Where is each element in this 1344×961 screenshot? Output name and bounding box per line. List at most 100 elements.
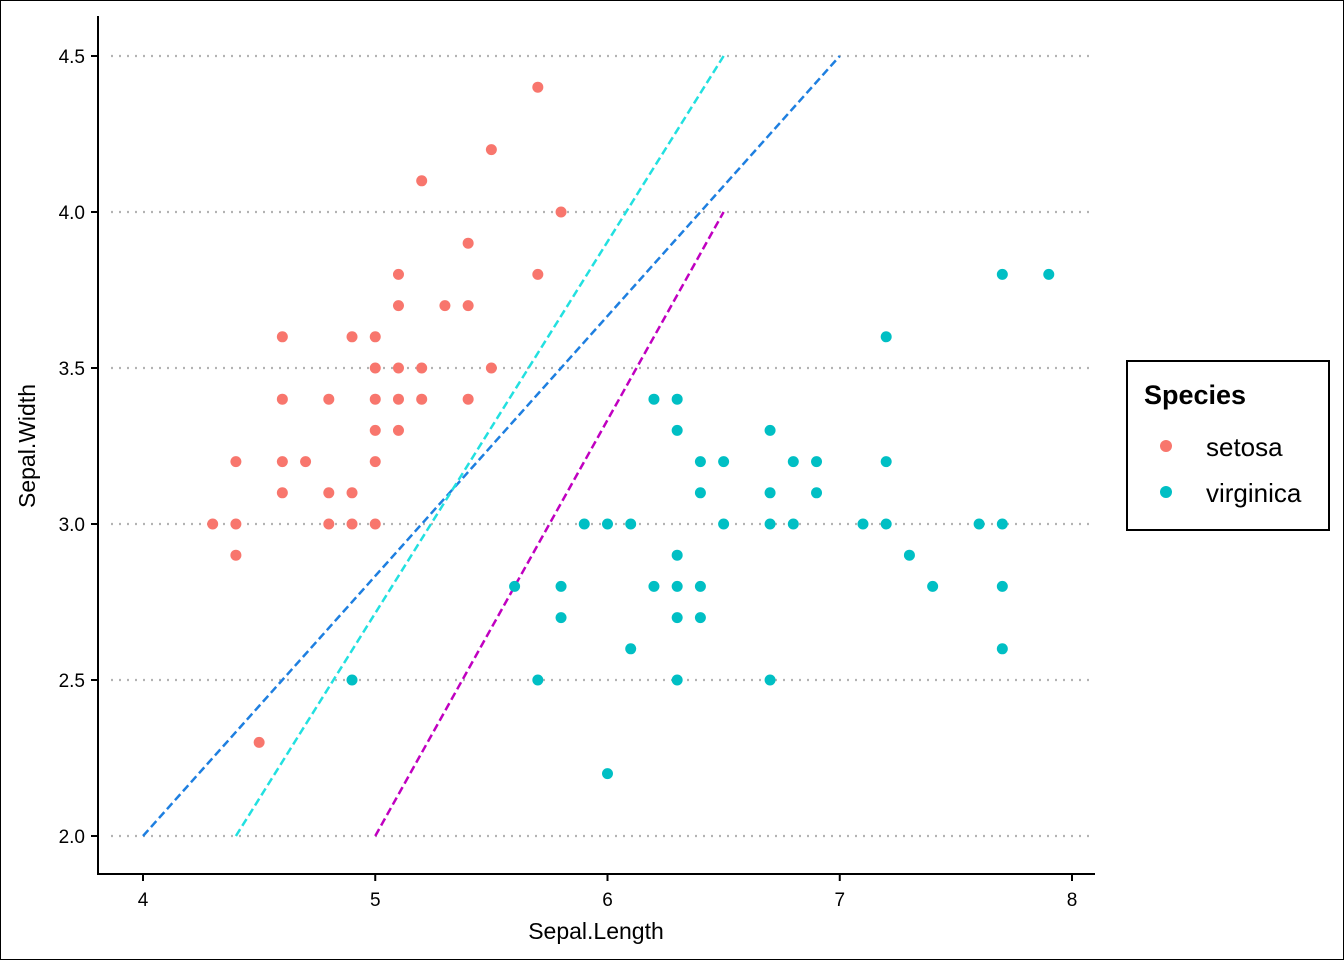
point-setosa: [485, 144, 497, 156]
point-virginica: [857, 518, 869, 530]
point-setosa: [346, 487, 358, 499]
x-axis-label: Sepal.Length: [528, 918, 664, 944]
point-virginica: [811, 456, 823, 468]
point-virginica: [671, 674, 683, 686]
point-setosa: [207, 518, 219, 530]
point-virginica: [996, 518, 1008, 530]
point-virginica: [671, 549, 683, 561]
point-setosa: [230, 549, 242, 561]
point-setosa: [230, 456, 242, 468]
x-tick-label: 6: [602, 890, 613, 911]
point-virginica: [927, 580, 939, 592]
point-setosa: [369, 393, 381, 405]
point-setosa: [392, 424, 404, 436]
point-virginica: [555, 612, 567, 624]
point-virginica: [880, 456, 892, 468]
point-setosa: [369, 456, 381, 468]
point-setosa: [416, 362, 428, 374]
blue-dashed-line: [142, 55, 841, 837]
point-virginica: [764, 424, 776, 436]
point-virginica: [648, 393, 660, 405]
y-axis-label: Sepal.Width: [14, 384, 40, 508]
point-setosa: [462, 300, 474, 312]
point-virginica: [764, 674, 776, 686]
point-virginica: [764, 487, 776, 499]
y-tick-label: 2.5: [59, 671, 85, 692]
legend-label-setosa: setosa: [1206, 432, 1283, 462]
point-virginica: [509, 580, 521, 592]
point-setosa: [462, 237, 474, 249]
point-setosa: [416, 175, 428, 187]
x-tick-label: 8: [1067, 890, 1078, 911]
point-setosa: [276, 331, 288, 343]
point-setosa: [439, 300, 451, 312]
point-virginica: [602, 768, 613, 780]
point-virginica: [718, 456, 730, 468]
point-virginica: [671, 424, 683, 436]
point-virginica: [578, 518, 590, 530]
point-virginica: [694, 580, 706, 592]
point-setosa: [369, 518, 381, 530]
x-tick-label: 7: [834, 890, 845, 911]
legend-key-virginica: [1160, 486, 1172, 498]
legend-label-virginica: virginica: [1206, 478, 1302, 508]
point-virginica: [648, 580, 660, 592]
magenta-dashed-line: [374, 211, 725, 837]
point-setosa: [392, 268, 404, 280]
point-virginica: [973, 518, 985, 530]
x-tick-label: 4: [138, 890, 149, 911]
legend: Species setosa virginica: [1126, 360, 1330, 531]
point-setosa: [346, 518, 358, 530]
point-setosa: [276, 487, 288, 499]
point-setosa: [369, 424, 381, 436]
point-virginica: [880, 518, 892, 530]
y-tick-label: 3.5: [59, 359, 85, 380]
point-virginica: [764, 518, 776, 530]
legend-title: Species: [1144, 380, 1246, 410]
point-virginica: [555, 580, 567, 592]
point-setosa: [323, 487, 335, 499]
point-setosa: [346, 331, 358, 343]
point-setosa: [276, 456, 288, 468]
point-virginica: [694, 456, 706, 468]
point-setosa: [532, 81, 544, 93]
y-tick-label: 4.0: [59, 203, 85, 224]
x-tick-label: 5: [370, 890, 381, 911]
cyan-dashed-line: [234, 55, 725, 837]
point-virginica: [1043, 268, 1055, 280]
point-setosa: [230, 518, 242, 530]
point-setosa: [323, 518, 335, 530]
point-setosa: [555, 206, 567, 218]
point-virginica: [787, 518, 799, 530]
point-virginica: [787, 456, 799, 468]
point-setosa: [276, 393, 288, 405]
point-setosa: [416, 393, 428, 405]
point-setosa: [392, 362, 404, 374]
legend-key-setosa: [1160, 440, 1172, 452]
point-virginica: [811, 487, 823, 499]
point-virginica: [996, 268, 1008, 280]
point-setosa: [300, 456, 312, 468]
point-setosa: [369, 362, 381, 374]
point-setosa: [485, 362, 497, 374]
point-virginica: [996, 643, 1008, 655]
point-virginica: [880, 331, 892, 343]
point-setosa: [532, 268, 544, 280]
point-setosa: [462, 393, 474, 405]
point-setosa: [392, 393, 404, 405]
y-tick-label: 3.0: [59, 515, 85, 536]
y-tick-label: 4.5: [59, 47, 85, 68]
point-setosa: [323, 393, 335, 405]
point-virginica: [903, 549, 915, 561]
point-virginica: [694, 487, 706, 499]
point-virginica: [996, 580, 1008, 592]
point-virginica: [671, 393, 683, 405]
point-virginica: [625, 643, 637, 655]
y-tick-label: 2.0: [59, 827, 85, 848]
point-virginica: [625, 518, 637, 530]
point-setosa: [392, 300, 404, 312]
point-setosa: [253, 736, 265, 748]
point-virginica: [346, 674, 358, 686]
